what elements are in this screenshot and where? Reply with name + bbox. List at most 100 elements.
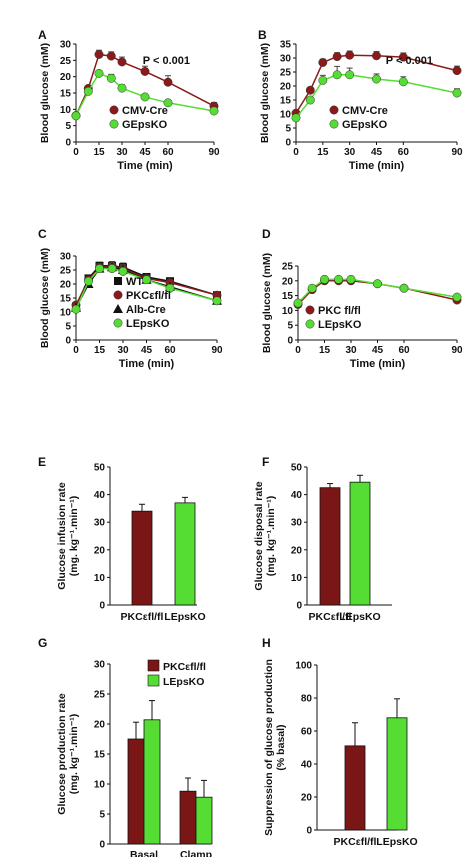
- bar: [344, 745, 366, 831]
- legend-label: LEpsKO: [126, 318, 170, 330]
- panel-c: C 0 5 10 15 20 25 30 0 15 30 45 60 90 Time (min) Blood …: [38, 227, 223, 370]
- y-tick-label: 5: [65, 121, 71, 132]
- data-point: [345, 50, 355, 60]
- category-label: LEpsKO: [339, 611, 380, 623]
- y-tick-label: 5: [99, 810, 105, 821]
- x-tick-label: 30: [117, 345, 129, 356]
- y-axis-label: (% basal): [275, 724, 287, 770]
- data-point: [305, 85, 315, 95]
- y-tick-label: 5: [287, 321, 293, 332]
- data-point: [209, 106, 219, 116]
- series-1: [71, 261, 222, 310]
- y-tick-label: 100: [295, 661, 312, 672]
- series-3: [71, 263, 222, 314]
- x-tick-label: 90: [208, 147, 220, 158]
- data-point: [106, 51, 116, 61]
- category-label: Basal: [130, 849, 158, 857]
- y-tick-label: 20: [60, 280, 72, 291]
- x-tick-label: 60: [398, 147, 410, 158]
- panel-letter: B: [258, 28, 267, 42]
- legend-label: WT: [126, 276, 143, 288]
- bar: [319, 487, 341, 606]
- legend: PKCεfl/fl LEpsKO: [147, 659, 206, 688]
- x-tick-label: 0: [293, 147, 299, 158]
- data-point: [398, 52, 408, 62]
- panel-g: G 0 5 10 15 20 25 30 Glucose production rate (mg.…: [38, 636, 213, 857]
- panel-letter: F: [262, 455, 269, 469]
- x-tick-label: 15: [319, 345, 331, 356]
- y-tick-label: 20: [291, 545, 303, 556]
- data-point: [163, 98, 173, 108]
- data-point: [307, 283, 317, 293]
- x-tick-label: 90: [211, 345, 223, 356]
- data-point: [165, 283, 175, 293]
- panel-letter: C: [38, 227, 47, 241]
- data-point: [140, 92, 150, 102]
- panel-letter: H: [262, 636, 271, 650]
- data-point: [305, 95, 315, 105]
- y-tick-label: 40: [291, 490, 303, 501]
- y-tick-label: 15: [60, 89, 72, 100]
- legend-label: GEpsKO: [342, 119, 388, 131]
- panel-d: D 0 5 10 15 20 25 0 15 30 45 60 90 Time (min) Blood gl…: [261, 227, 463, 370]
- y-axis-label: Glucose production rate: [56, 693, 68, 815]
- data-point: [84, 276, 93, 286]
- data-point: [291, 113, 301, 123]
- data-point: [399, 283, 409, 293]
- axes: 0 10 20 30 40 50 Glucose disposal rate (mg. kg⁻…: [253, 463, 392, 612]
- y-tick-label: 35: [280, 40, 292, 51]
- y-tick-label: 25: [60, 266, 72, 277]
- y-tick-label: 20: [94, 720, 106, 731]
- bar: [179, 790, 197, 845]
- data-point: [212, 296, 222, 306]
- axes: 0 20 40 60 80 100 Suppression of glucose produ…: [263, 659, 397, 837]
- y-tick-label: 30: [60, 40, 72, 51]
- data-point: [373, 279, 382, 289]
- data-point: [94, 50, 104, 59]
- category-label: PKCεfl/fl: [309, 611, 352, 623]
- data-point: [293, 298, 303, 308]
- y-tick-label: 15: [282, 291, 294, 302]
- x-tick-label: 15: [317, 147, 329, 158]
- data-point: [142, 275, 151, 285]
- bar: [174, 502, 196, 606]
- data-point: [94, 68, 104, 78]
- data-point: [452, 88, 462, 98]
- legend-marker: [305, 319, 315, 329]
- x-tick-label: 45: [372, 345, 384, 356]
- panel-letter: A: [38, 28, 47, 42]
- panel-letter: E: [38, 455, 46, 469]
- legend-label: CMV-Cre: [342, 105, 388, 117]
- legend-label: PKC fl/fl: [318, 305, 361, 317]
- legend: PKC fl/fl LEpsKO: [305, 305, 362, 331]
- x-axis-label: Time (min): [117, 160, 173, 172]
- stat-annotation: P < 0.001: [143, 55, 190, 67]
- data-point: [71, 304, 81, 314]
- axes: 0 5 10 15 20 25 0 15 30 45 60 90 Time (min) Blood glu…: [261, 253, 463, 370]
- y-tick-label: 0: [99, 601, 105, 612]
- y-tick-label: 10: [94, 780, 106, 791]
- data-point: [95, 264, 104, 274]
- y-tick-label: 10: [280, 110, 292, 121]
- data-point: [106, 73, 116, 83]
- series-1: [293, 274, 462, 308]
- data-point: [107, 264, 117, 274]
- y-tick-label: 40: [94, 490, 106, 501]
- panel-letter: G: [38, 636, 47, 650]
- data-point: [334, 274, 344, 284]
- y-tick-label: 0: [285, 138, 291, 149]
- legend-marker: [113, 304, 123, 313]
- y-tick-label: 15: [280, 96, 292, 107]
- bar: [386, 717, 408, 831]
- legend: CMV-Cre GEpsKO: [329, 105, 388, 131]
- data-point: [452, 66, 462, 76]
- y-axis-label: (mg. kg⁻¹.min⁻¹): [265, 496, 277, 577]
- data-point: [318, 58, 328, 67]
- y-axis-label: Blood glucose (mM): [39, 248, 51, 348]
- x-tick-label: 90: [451, 147, 463, 158]
- legend-label: PKCεfl/fl: [163, 661, 206, 673]
- data-point: [71, 111, 81, 121]
- y-tick-label: 30: [280, 54, 292, 65]
- axes: 0 5 10 15 20 25 30 0 15 30 45 60 90 Time (min) Blood g…: [39, 248, 223, 370]
- data-point: [117, 83, 127, 93]
